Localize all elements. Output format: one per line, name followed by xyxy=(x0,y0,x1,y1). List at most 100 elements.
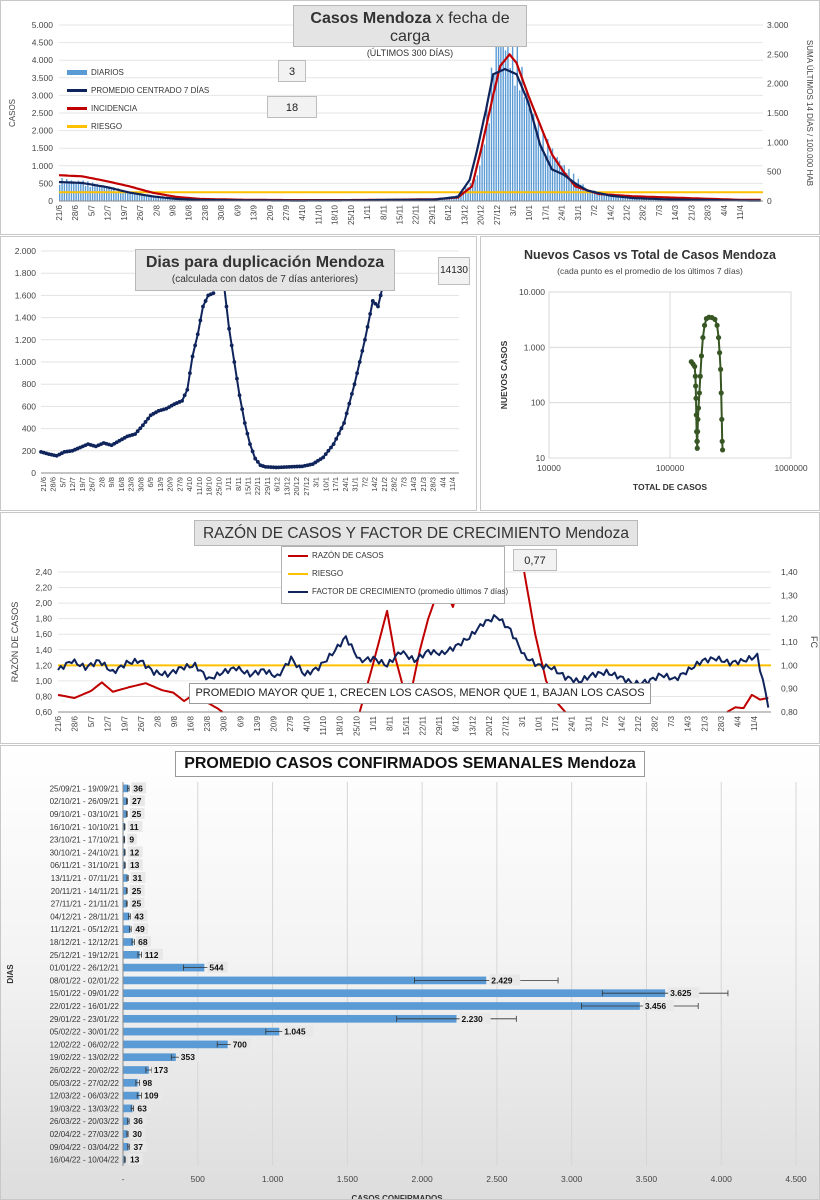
x-tick-label: 20/9 xyxy=(269,715,278,731)
scatter-point xyxy=(700,334,706,341)
chart-duplicacion-title: Dias para duplicación Mendoza xyxy=(145,254,385,271)
data-label: 3.625 xyxy=(670,988,692,998)
scatter-point xyxy=(696,390,703,396)
chart-razon-svg: 2,40 2,20 2,00 1,80 1,60 1,40 1,20 1,00 0,80 0,60… xyxy=(10,567,819,736)
diarios-bar xyxy=(497,41,500,201)
data-label: 49 xyxy=(135,924,145,934)
diarios-bar xyxy=(561,165,563,201)
duplicacion-point xyxy=(190,354,195,359)
diarios-bar xyxy=(486,109,488,201)
x-tick-label: 15/11 xyxy=(396,204,405,224)
duplicacion-point xyxy=(342,421,346,425)
x-tick-label: 2/8 xyxy=(97,477,106,487)
duplicacion-point xyxy=(368,312,373,316)
diarios-bar xyxy=(547,138,549,201)
x-tick-label: 1000000 xyxy=(774,463,807,473)
y-tick-label: 400 xyxy=(22,424,36,434)
diarios-bar xyxy=(110,189,113,201)
y-tick-label: 10.000 xyxy=(519,287,545,297)
category-label: 04/12/21 - 28/11/21 xyxy=(50,912,119,921)
diarios-bar xyxy=(626,197,629,201)
data-label: 173 xyxy=(154,1065,168,1075)
x-tick-label: 4/4 xyxy=(438,477,447,487)
x-tick-label: 20/12 xyxy=(292,477,301,496)
x-tick-label: 20/12 xyxy=(477,204,486,225)
category-label: 27/11/21 - 21/11/21 xyxy=(51,900,120,909)
scatter-point xyxy=(695,416,701,422)
duplicacion-point xyxy=(355,371,360,375)
scatter-point xyxy=(694,438,700,444)
chart-duplicacion-title-box: Dias para duplicación Mendoza (calculada… xyxy=(135,249,395,291)
x-tick-label: 4.500 xyxy=(785,1174,807,1184)
x-tick-label: 1/11 xyxy=(363,204,372,220)
data-label-bg xyxy=(642,1000,674,1011)
data-label: 12 xyxy=(130,847,140,857)
diarios-bar xyxy=(66,178,68,201)
scatter-point xyxy=(714,322,720,328)
duplicacion-point xyxy=(224,304,229,309)
bar xyxy=(123,848,125,857)
diarios-bar xyxy=(101,185,103,201)
chart-duplicacion-panel: 2.000 1.800 1.600 1.400 1.200 1.000 800 600 400 2… xyxy=(0,236,477,511)
duplicacion-point xyxy=(349,392,354,396)
x-tick-label: 28/2 xyxy=(639,204,648,220)
x-tick-label: - xyxy=(122,1174,125,1184)
data-label-bg xyxy=(142,1089,163,1101)
diarios-bar xyxy=(589,189,591,201)
diarios-bar xyxy=(500,34,502,201)
data-label-bg xyxy=(132,910,148,922)
diarios-bar xyxy=(610,195,612,201)
x-tick-label: 14/2 xyxy=(617,715,626,731)
y-tick-label: 1.000 xyxy=(524,342,546,352)
data-label: 25 xyxy=(132,809,142,819)
incidencia-line xyxy=(58,53,761,202)
scatter-point xyxy=(692,363,698,370)
y-tick-label: 1.800 xyxy=(15,268,37,278)
category-label: 16/10/21 - 10/10/21 xyxy=(50,823,120,832)
x-tick-label: 3/1 xyxy=(509,204,518,216)
x-tick-label: 6/12 xyxy=(452,715,461,731)
duplicacion-point xyxy=(334,436,339,441)
chart-casos-subtitle: (ÚLTIMOS 300 DÍAS) xyxy=(366,48,454,58)
diarios-bar xyxy=(112,187,115,201)
x-tick-label: 4/4 xyxy=(733,715,742,727)
x-tick-label: 29/11 xyxy=(428,204,437,224)
diarios-bar xyxy=(631,198,633,201)
scatter-point xyxy=(694,428,701,435)
chart-duplicacion-svg: 2.000 1.800 1.600 1.400 1.200 1.000 800 600 400 2… xyxy=(15,246,459,496)
diarios-bar xyxy=(537,121,540,201)
duplicacion-point xyxy=(253,456,258,461)
x-tick-label: 3.500 xyxy=(636,1174,658,1184)
y2-tick-label: 1.000 xyxy=(767,137,789,147)
bar xyxy=(123,1155,125,1164)
x-tick-label: 7/3 xyxy=(667,715,676,727)
x-tick-label: 21/2 xyxy=(380,477,389,492)
diarios-bar xyxy=(603,192,605,201)
x-tick-label: 12/7 xyxy=(104,204,113,220)
diarios-bar xyxy=(525,92,528,201)
duplicacion-point xyxy=(323,452,328,457)
bar xyxy=(123,1130,128,1138)
duplicacion-point xyxy=(185,387,190,392)
scatter-point xyxy=(701,322,708,328)
diarios-bar xyxy=(73,181,75,201)
data-label-bg xyxy=(136,936,151,947)
category-label: 26/02/22 - 20/02/22 xyxy=(50,1066,120,1075)
x-tick-label: 10/1 xyxy=(535,715,544,731)
x-tick-label: 24/1 xyxy=(568,715,577,731)
x-tick-label: 27/9 xyxy=(175,477,184,492)
y-tick-label: 0,60 xyxy=(35,707,52,717)
x-tick-label: 10/1 xyxy=(321,477,330,492)
data-label: 11 xyxy=(130,822,139,832)
bar xyxy=(123,925,131,934)
diarios-bar xyxy=(612,195,615,201)
y2-tick-label: 2.500 xyxy=(767,49,789,59)
data-label-bg xyxy=(142,948,163,960)
x-tick-label: 11/10 xyxy=(319,715,328,735)
y2-tick-label: 0 xyxy=(767,196,772,206)
last-incidencia-badge: 18 xyxy=(267,96,317,118)
y-axis-label: RAZÓN DE CASOS xyxy=(10,602,20,683)
diarios-bar xyxy=(615,195,617,201)
diarios-bar xyxy=(61,178,63,201)
x-tick-label: 100000 xyxy=(656,463,685,473)
